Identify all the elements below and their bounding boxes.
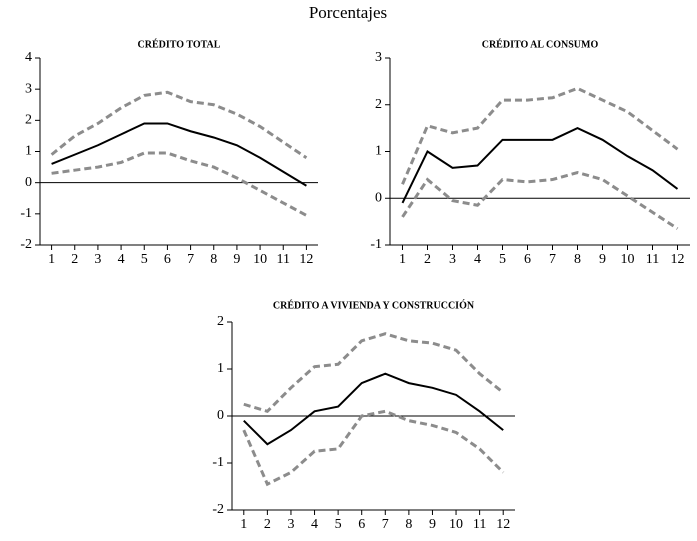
x-tick-label: 9 [233, 252, 240, 267]
band-line [243, 332, 505, 413]
y-tick-label: -1 [212, 455, 224, 470]
y-tick-label: 1 [25, 144, 32, 159]
band-line [51, 151, 308, 217]
y-tick-label: 3 [375, 50, 382, 65]
chart-title: CRÉDITO A VIVIENDA Y CONSTRUCCIÓN [273, 299, 475, 311]
x-tick-label: 1 [240, 517, 247, 532]
page-title: Porcentajes [309, 3, 387, 22]
band-line [401, 86, 679, 185]
y-tick-label: 0 [375, 190, 382, 205]
y-tick-label: 3 [25, 81, 32, 96]
x-tick-label: 10 [253, 252, 267, 267]
x-tick-label: 6 [164, 252, 171, 267]
series-line [243, 372, 504, 446]
x-tick-label: 11 [277, 252, 290, 267]
x-tick-label: 12 [299, 252, 313, 267]
x-tick-label: 6 [358, 517, 365, 532]
x-tick-label: 4 [311, 517, 318, 532]
chart-title: CRÉDITO TOTAL [138, 38, 221, 50]
x-tick-label: 5 [499, 252, 506, 267]
x-tick-label: 1 [48, 252, 55, 267]
x-tick-label: 5 [335, 517, 342, 532]
x-tick-label: 8 [405, 517, 412, 532]
x-tick-label: 12 [496, 517, 510, 532]
y-tick-label: 4 [25, 50, 32, 65]
band-line [242, 409, 505, 487]
y-tick-label: -1 [20, 206, 32, 221]
x-tick-label: 5 [141, 252, 148, 267]
y-tick-label: 0 [25, 175, 32, 190]
x-tick-label: 8 [574, 252, 581, 267]
x-tick-label: 4 [118, 252, 125, 267]
y-tick-label: 1 [375, 144, 382, 159]
x-tick-label: 4 [474, 252, 481, 267]
x-tick-label: 2 [424, 252, 431, 267]
x-tick-label: 3 [94, 252, 101, 267]
y-tick-label: 1 [217, 361, 224, 376]
x-tick-label: 8 [210, 252, 217, 267]
x-tick-label: 12 [671, 252, 685, 267]
series-line [51, 122, 307, 187]
x-tick-label: 7 [549, 252, 556, 267]
x-tick-label: 2 [264, 517, 271, 532]
x-tick-label: 10 [621, 252, 635, 267]
x-tick-label: 1 [399, 252, 406, 267]
y-tick-label: 2 [217, 314, 224, 329]
y-tick-label: 2 [375, 97, 382, 112]
x-tick-label: 9 [429, 517, 436, 532]
x-tick-label: 2 [71, 252, 78, 267]
x-tick-label: 10 [449, 517, 463, 532]
x-tick-label: 9 [599, 252, 606, 267]
x-tick-label: 3 [287, 517, 294, 532]
x-tick-label: 6 [524, 252, 531, 267]
y-tick-label: -1 [370, 237, 382, 252]
y-tick-label: 0 [217, 408, 224, 423]
y-tick-label: -2 [20, 237, 32, 252]
x-tick-label: 7 [187, 252, 194, 267]
y-tick-label: 2 [25, 113, 32, 128]
x-tick-label: 11 [473, 517, 486, 532]
band-line [401, 170, 679, 230]
chart-title: CRÉDITO AL CONSUMO [482, 38, 599, 50]
series-line [401, 127, 679, 204]
x-tick-label: 7 [382, 517, 389, 532]
x-tick-label: 11 [646, 252, 659, 267]
band-line [50, 90, 308, 159]
x-tick-label: 3 [449, 252, 456, 267]
y-tick-label: -2 [212, 502, 224, 517]
